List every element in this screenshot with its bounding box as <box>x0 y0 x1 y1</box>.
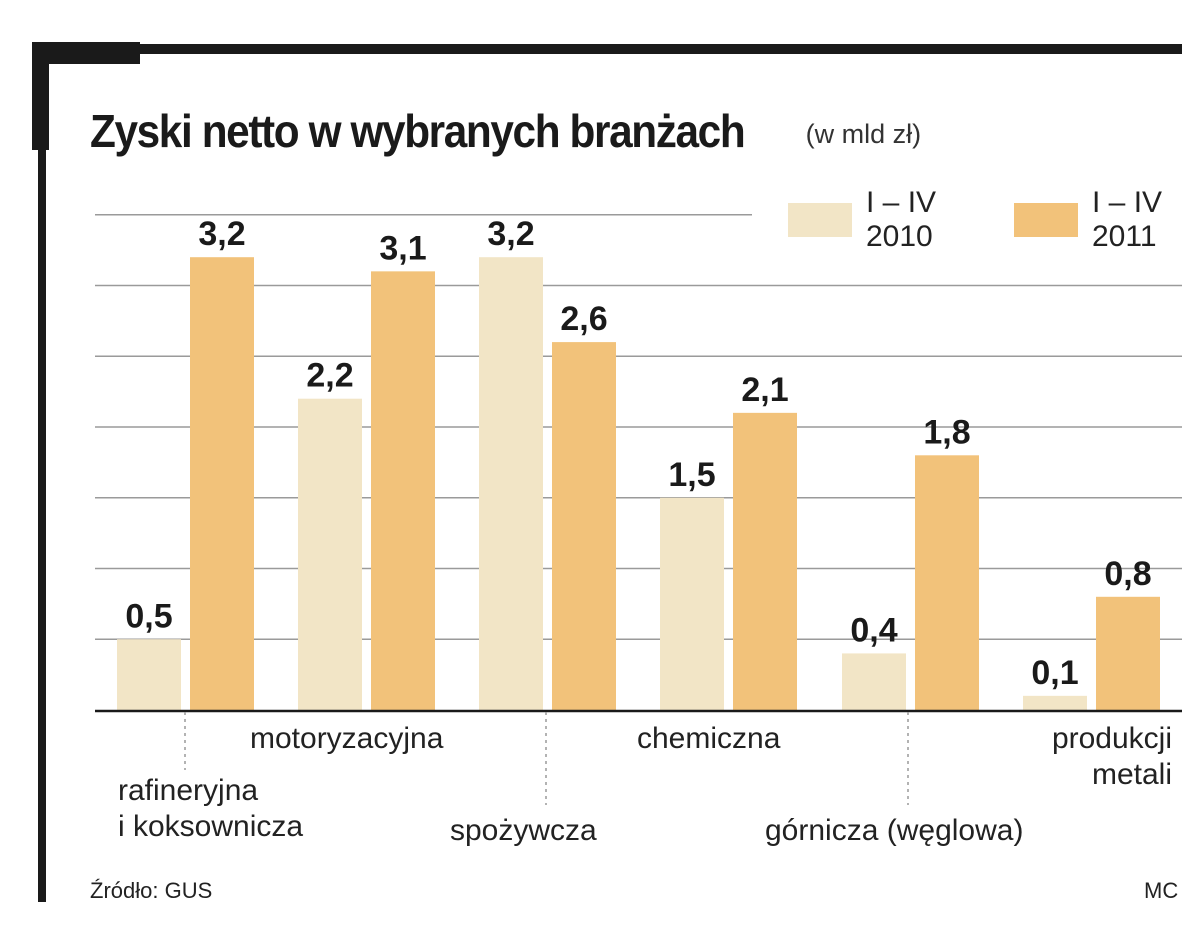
bar-2010 <box>842 653 906 710</box>
category-label: górnicza (węglowa) <box>765 814 1023 847</box>
bar-2011 <box>371 271 435 710</box>
frame-top-rule <box>32 44 1182 54</box>
bar-2010 <box>660 497 724 710</box>
chart-unit: (w mld zł) <box>805 119 922 149</box>
data-label: 1,5 <box>668 456 715 494</box>
category-label: motoryzacyjna <box>250 722 444 755</box>
data-label: 0,1 <box>1031 654 1078 692</box>
source-note: Źródło: GUS <box>90 878 213 903</box>
bar-2011 <box>552 342 616 710</box>
credit-note: MC <box>1144 878 1179 903</box>
data-label: 2,1 <box>741 371 788 409</box>
legend-label-2010: I – IV 2010 <box>866 186 937 253</box>
data-label: 3,2 <box>198 215 245 253</box>
legend-item-2010: I – IV 2010 <box>788 186 936 254</box>
data-label: 0,5 <box>125 597 172 635</box>
bar-2011 <box>1096 596 1160 710</box>
data-label: 0,4 <box>850 611 897 649</box>
data-label: 3,1 <box>379 229 426 267</box>
data-label: 2,6 <box>560 300 607 338</box>
category-label: produkcji metali <box>1052 722 1172 791</box>
frame-corner-block <box>32 42 140 64</box>
chart-title: Zyski netto w wybranych branżach <box>90 105 746 157</box>
data-label: 3,2 <box>487 215 534 253</box>
data-label: 0,8 <box>1104 555 1151 593</box>
frame-left-rule <box>38 140 46 902</box>
data-label: 1,8 <box>923 413 970 451</box>
legend-item-2011: I – IV 2011 <box>1014 186 1162 254</box>
category-label: chemiczna <box>637 722 781 755</box>
bar-2011 <box>190 257 254 710</box>
bar-2011 <box>733 412 797 710</box>
legend-swatch-2010 <box>788 203 852 237</box>
bar-2010 <box>298 398 362 710</box>
bar-2010 <box>117 639 181 710</box>
legend-swatch-2011 <box>1014 203 1078 237</box>
chart-title-block: Zyski netto w wybranych branżach (w mld … <box>90 104 921 158</box>
category-label: spożywcza <box>450 814 597 847</box>
category-label: rafineryjna i koksownicza <box>118 774 303 843</box>
legend-label-2011: I – IV 2011 <box>1092 186 1163 253</box>
frame-left-block <box>32 44 49 150</box>
bar-2010 <box>1023 695 1087 710</box>
data-label: 2,2 <box>306 357 353 395</box>
bar-2010 <box>479 257 543 710</box>
bar-2011 <box>915 455 979 710</box>
